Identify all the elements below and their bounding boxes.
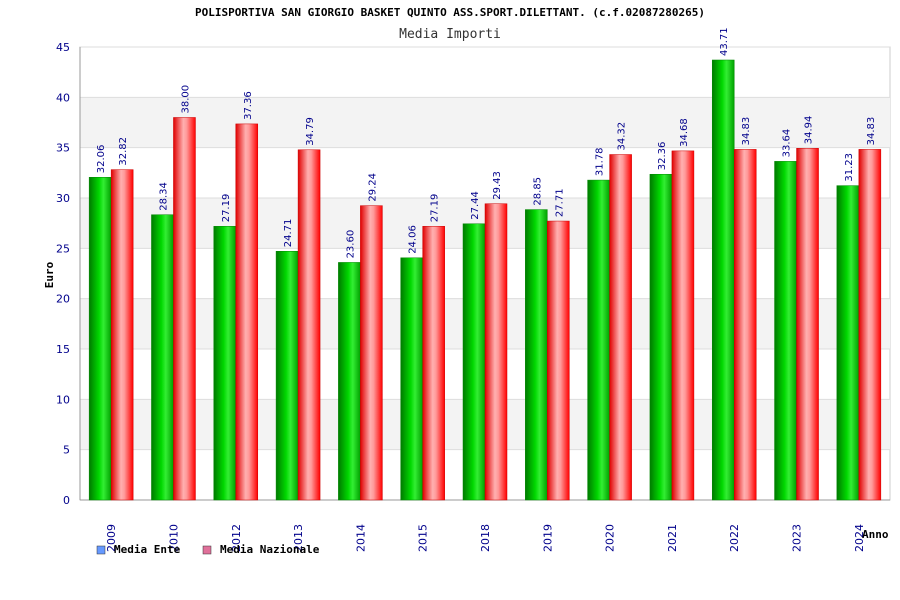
value-label-media-nazionale-2013: 34.79 — [305, 117, 316, 146]
value-label-media-nazionale-2015: 27.19 — [430, 194, 441, 223]
value-label-media-ente-2013: 24.71 — [283, 219, 294, 248]
legend-swatch-media-ente — [96, 545, 106, 555]
value-label-media-nazionale-2019: 27.71 — [554, 188, 565, 217]
bar-media-nazionale-2014 — [360, 205, 383, 501]
bar-media-nazionale-2020 — [609, 154, 632, 501]
legend-swatch-media-nazionale — [202, 545, 212, 555]
x-tick-label-2023: 2023 — [791, 524, 804, 552]
legend-label-media-nazionale: Media Nazionale — [220, 543, 320, 556]
value-label-media-nazionale-2023: 34.94 — [804, 116, 815, 145]
x-axis-label: Anno — [862, 528, 889, 541]
x-tick-label-2024: 2024 — [853, 524, 866, 552]
y-tick-label: 45 — [56, 41, 70, 54]
value-label-media-ente-2022: 43.71 — [719, 27, 730, 56]
bar-media-nazionale-2021 — [671, 150, 695, 501]
bar-media-ente-2009 — [88, 177, 112, 501]
x-axis-ticks: 2009 2010 2012 2013 2014 2015 2018 2019 2020 2021… — [105, 524, 866, 552]
y-tick-label: 20 — [56, 293, 70, 306]
bar-media-nazionale-2015 — [422, 226, 445, 501]
value-label-media-nazionale-2020: 34.32 — [617, 122, 628, 151]
x-tick-label-2022: 2022 — [728, 524, 741, 552]
grid-band — [80, 97, 890, 148]
bar-media-ente-2014 — [338, 262, 361, 501]
value-label-media-nazionale-2012: 37.36 — [243, 91, 254, 120]
y-tick-label: 10 — [56, 393, 70, 406]
x-tick-label-2014: 2014 — [354, 524, 367, 552]
value-label-media-nazionale-2022: 34.83 — [741, 117, 752, 146]
x-tick-label-2012: 2012 — [230, 524, 243, 552]
chart-subtitle: Media Importi — [399, 27, 501, 42]
bar-media-nazionale-2019 — [547, 220, 570, 501]
y-tick-label: 25 — [56, 242, 70, 255]
value-label-media-nazionale-2018: 29.43 — [492, 171, 503, 200]
bar-media-nazionale-2022 — [733, 149, 757, 501]
bar-media-nazionale-2018 — [484, 203, 508, 501]
y-axis-ticks: 0 5 10 15 20 25 30 35 40 45 — [56, 41, 70, 507]
value-label-media-ente-2012: 27.19 — [221, 194, 232, 223]
bar-media-ente-2019 — [525, 209, 548, 501]
value-label-media-ente-2014: 23.60 — [345, 230, 356, 259]
value-label-media-ente-2021: 32.36 — [657, 142, 668, 171]
value-label-media-nazionale-2021: 34.68 — [679, 118, 690, 147]
bar-media-nazionale-2024 — [858, 149, 882, 501]
bar-media-ente-2022 — [711, 59, 735, 501]
bar-media-nazionale-2009 — [110, 169, 134, 501]
value-label-media-ente-2019: 28.85 — [532, 177, 543, 206]
value-label-media-nazionale-2010: 38.00 — [180, 85, 191, 114]
x-tick-label-2019: 2019 — [541, 524, 554, 552]
bar-media-ente-2010 — [151, 214, 174, 501]
x-tick-label-2010: 2010 — [167, 524, 180, 552]
x-tick-label-2015: 2015 — [417, 524, 430, 552]
legend-label-media-ente: Media Ente — [114, 543, 181, 556]
bar-media-nazionale-2023 — [796, 148, 819, 501]
value-label-media-ente-2024: 31.23 — [844, 153, 855, 182]
y-tick-label: 5 — [63, 444, 70, 457]
chart-title: POLISPORTIVA SAN GIORGIO BASKET QUINTO A… — [195, 6, 705, 19]
value-label-media-ente-2020: 31.78 — [595, 147, 606, 176]
bars-layer — [88, 59, 882, 501]
x-tick-label-2021: 2021 — [666, 524, 679, 552]
bar-media-ente-2012 — [213, 226, 237, 501]
bar-media-ente-2023 — [774, 161, 797, 501]
x-tick-label-2018: 2018 — [479, 524, 492, 552]
bar-media-nazionale-2013 — [297, 149, 321, 501]
x-tick-label-2013: 2013 — [292, 524, 305, 552]
bar-media-ente-2024 — [836, 185, 860, 501]
bar-media-ente-2013 — [275, 251, 299, 501]
value-label-media-ente-2023: 33.64 — [782, 129, 793, 158]
value-label-media-nazionale-2024: 34.83 — [866, 117, 877, 146]
bar-media-ente-2021 — [649, 173, 673, 501]
bar-media-ente-2015 — [400, 257, 423, 501]
y-tick-label: 15 — [56, 343, 70, 356]
x-tick-label-2009: 2009 — [105, 524, 118, 552]
y-tick-label: 30 — [56, 192, 70, 205]
y-axis-label: Euro — [43, 261, 56, 288]
y-tick-label: 35 — [56, 142, 70, 155]
x-tick-label-2020: 2020 — [604, 524, 617, 552]
value-label-media-ente-2010: 28.34 — [158, 182, 169, 211]
value-label-media-ente-2009: 32.06 — [96, 145, 107, 174]
value-labels: 32.06 32.82 28.34 38.00 27.19 37.36 24.71 34.79… — [96, 27, 877, 258]
legend: Media Ente Media Nazionale — [96, 543, 320, 556]
bar-media-nazionale-2010 — [173, 117, 196, 501]
value-label-media-ente-2018: 27.44 — [470, 191, 481, 220]
bar-media-nazionale-2012 — [235, 123, 259, 501]
value-label-media-ente-2015: 24.06 — [408, 225, 419, 254]
value-label-media-nazionale-2009: 32.82 — [118, 137, 129, 166]
y-tick-label: 40 — [56, 91, 70, 104]
bar-media-ente-2020 — [587, 179, 610, 501]
bar-media-ente-2018 — [462, 223, 486, 501]
y-tick-label: 0 — [63, 494, 70, 507]
value-label-media-nazionale-2014: 29.24 — [367, 173, 378, 202]
